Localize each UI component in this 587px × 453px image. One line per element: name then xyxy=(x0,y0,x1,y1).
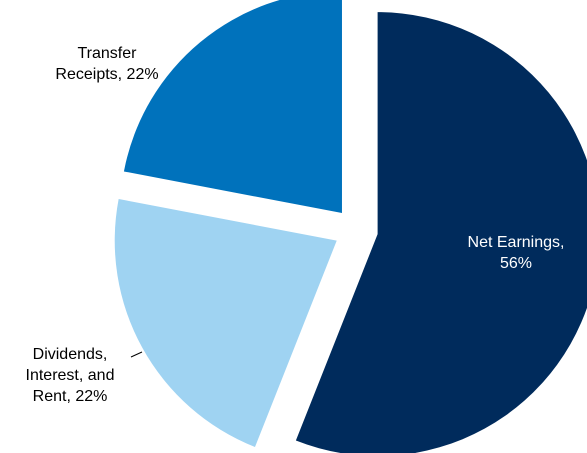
leader-lines xyxy=(130,351,143,358)
label-transfer-receipts: Transfer Receipts, 22% xyxy=(55,45,158,83)
leader-line-dividends xyxy=(130,351,143,358)
slice-labels: Net Earnings, 56% Dividends, Interest, and R… xyxy=(26,45,565,405)
slice-dividends-interest-rent xyxy=(114,198,337,448)
label-transfer-receipts-line: Transfer xyxy=(78,45,138,62)
label-net-earnings-line: Net Earnings, xyxy=(468,234,565,251)
label-dividends-interest-rent-line: Interest, and xyxy=(26,367,115,384)
slice-transfer-receipts xyxy=(123,0,342,214)
label-net-earnings-line: 56% xyxy=(500,255,532,272)
slice-net-earnings xyxy=(295,12,587,453)
label-dividends-interest-rent-line: Dividends, xyxy=(33,346,108,363)
pie-slices xyxy=(114,0,587,453)
label-net-earnings: Net Earnings, 56% xyxy=(468,234,565,272)
label-dividends-interest-rent-line: Rent, 22% xyxy=(33,388,108,405)
label-transfer-receipts-line: Receipts, 22% xyxy=(55,66,158,83)
label-dividends-interest-rent: Dividends, Interest, and Rent, 22% xyxy=(26,346,115,405)
